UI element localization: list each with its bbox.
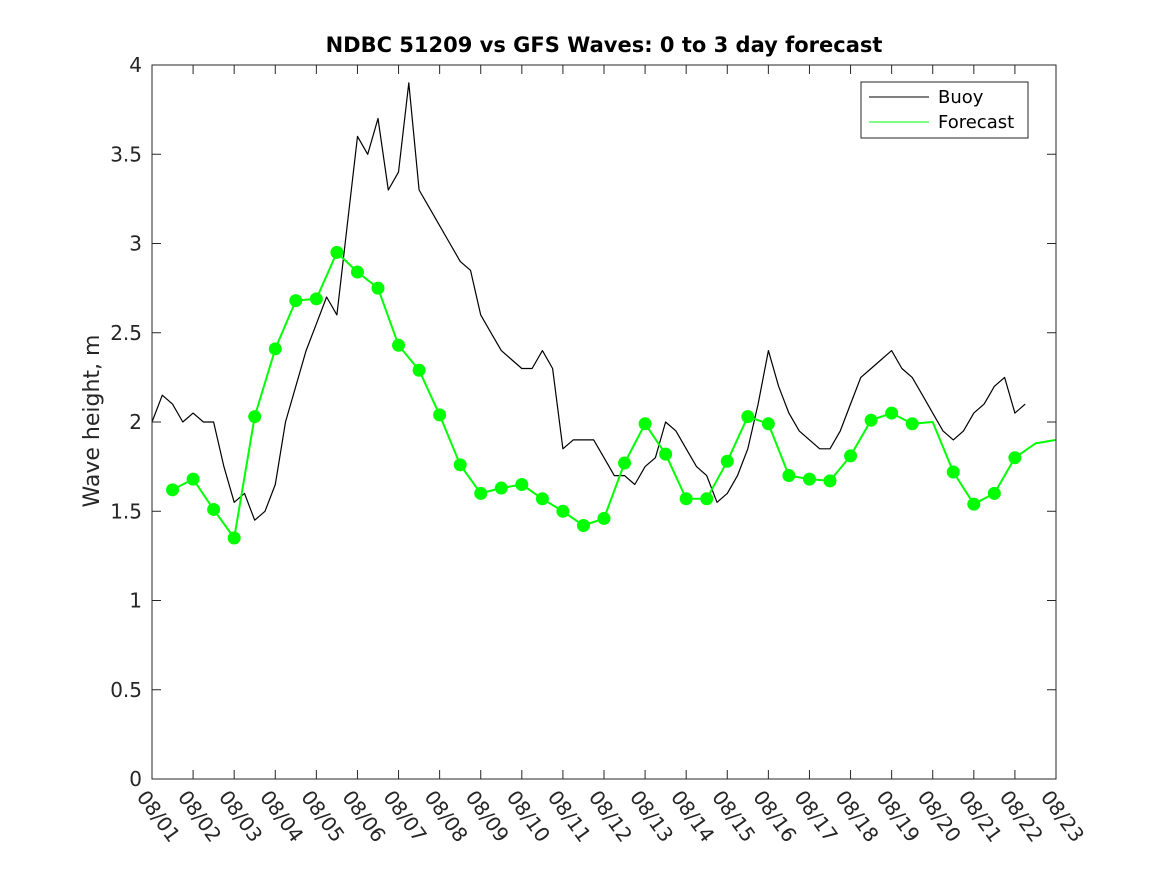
forecast-marker (433, 408, 447, 422)
forecast-marker (659, 447, 673, 461)
forecast-marker (844, 449, 858, 463)
forecast-marker (905, 417, 919, 431)
forecast-marker (535, 492, 549, 506)
y-tick-label: 0 (129, 767, 142, 791)
forecast-marker (453, 458, 467, 472)
forecast-marker (741, 410, 755, 424)
x-tick-label: 08/06 (337, 786, 390, 847)
forecast-marker (392, 338, 406, 352)
x-tick-label: 08/05 (296, 786, 349, 847)
forecast-marker (330, 245, 344, 259)
forecast-marker (515, 477, 529, 491)
y-tick-label: 4 (129, 53, 142, 77)
legend: Buoy Forecast (860, 81, 1029, 139)
x-tick-label: 08/11 (543, 786, 596, 847)
y-tick-label: 3.5 (110, 142, 142, 166)
x-tick-label: 08/14 (666, 786, 719, 847)
x-tick-label: 08/15 (707, 786, 760, 847)
forecast-marker (1008, 451, 1022, 465)
forecast-marker (885, 406, 899, 420)
x-tick-label: 08/07 (379, 786, 432, 847)
forecast-marker (248, 410, 262, 424)
legend-buoy-label: Buoy (938, 87, 984, 108)
forecast-marker (946, 465, 960, 479)
x-tick-label: 08/18 (831, 786, 884, 847)
x-tick-label: 08/16 (748, 786, 801, 847)
legend-forecast-label: Forecast (938, 112, 1014, 133)
forecast-marker (350, 265, 364, 279)
forecast-marker (412, 363, 426, 377)
forecast-marker (268, 342, 282, 356)
x-tick-label: 08/19 (872, 786, 925, 847)
x-tick-label: 08/21 (954, 786, 1007, 847)
forecast-marker (597, 511, 611, 525)
y-tick-label: 1 (129, 589, 142, 613)
y-tick-label: 2.5 (110, 321, 142, 345)
y-tick-label: 1.5 (110, 499, 142, 523)
forecast-marker (494, 481, 508, 495)
forecast-marker (823, 474, 837, 488)
y-tick-label: 2 (129, 410, 142, 434)
x-tick-label: 08/02 (173, 786, 226, 847)
forecast-marker (987, 486, 1001, 500)
x-tick-label: 08/17 (789, 786, 842, 847)
x-tick-label: 08/04 (255, 786, 308, 847)
forecast-marker (700, 492, 714, 506)
x-tick-label: 08/10 (502, 786, 555, 847)
legend-box (860, 81, 1029, 139)
forecast-marker (967, 497, 981, 511)
forecast-marker (474, 486, 488, 500)
y-axis-label: Wave height, m (80, 335, 105, 508)
forecast-marker (576, 519, 590, 533)
forecast-marker (761, 417, 775, 431)
x-tick-label: 08/23 (1036, 786, 1089, 847)
series-line-forecast (172, 251, 1057, 539)
x-tick-label: 08/01 (132, 786, 185, 847)
forecast-marker (618, 456, 632, 470)
x-tick-label: 08/20 (913, 786, 966, 847)
forecast-marker (227, 531, 241, 545)
x-tick-label: 08/13 (625, 786, 678, 847)
forecast-marker (638, 417, 652, 431)
forecast-marker (371, 281, 385, 295)
forecast-marker (782, 469, 796, 483)
forecast-marker (720, 454, 734, 468)
x-tick-label: 08/22 (995, 786, 1048, 847)
y-tick-label: 3 (129, 232, 142, 256)
x-tick-label: 08/03 (214, 786, 267, 847)
plot-series (151, 82, 1057, 545)
y-tick-label: 0.5 (110, 678, 142, 702)
forecast-marker (679, 492, 693, 506)
axes-box (151, 64, 1057, 780)
forecast-marker (556, 504, 570, 518)
forecast-marker (186, 472, 200, 486)
forecast-marker (802, 472, 816, 486)
forecast-marker (166, 483, 180, 497)
x-tick-label: 08/12 (584, 786, 637, 847)
forecast-marker (864, 413, 878, 427)
forecast-marker (207, 502, 221, 516)
forecast-marker (289, 294, 303, 308)
chart-title: NDBC 51209 vs GFS Waves: 0 to 3 day fore… (326, 33, 883, 57)
forecast-marker (309, 292, 323, 306)
x-tick-label: 08/09 (461, 786, 514, 847)
series-line-buoy (151, 82, 1026, 521)
x-tick-label: 08/08 (420, 786, 473, 847)
